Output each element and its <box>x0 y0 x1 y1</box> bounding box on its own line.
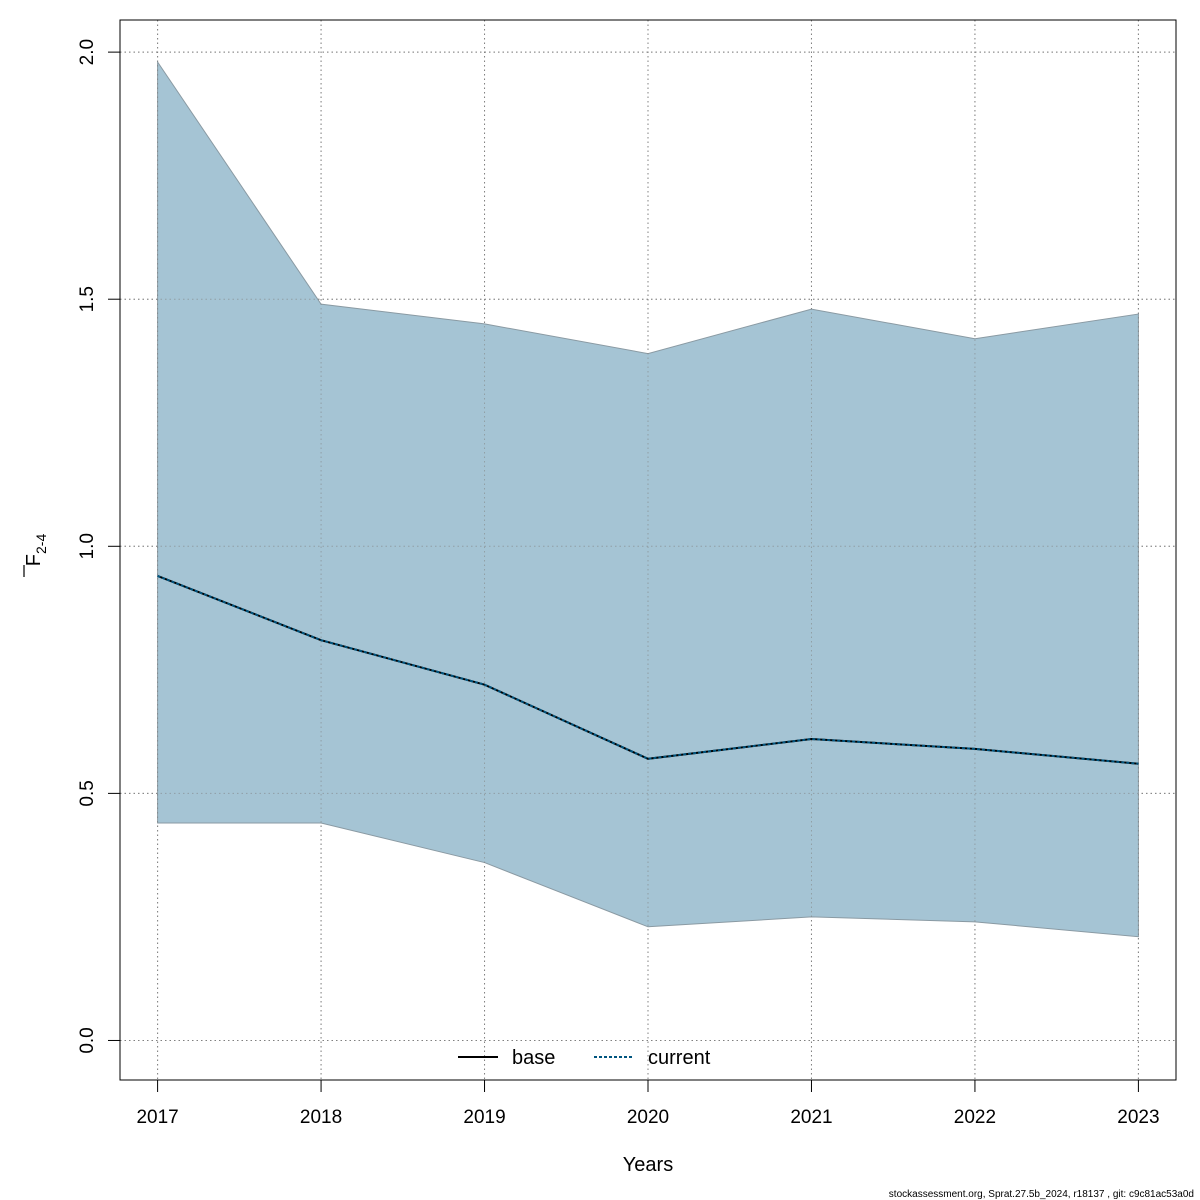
footer-credit: stockassessment.org, Sprat.27.5b_2024, r… <box>889 1189 1194 1200</box>
y-tick-label-0.0: 0.0 <box>77 1027 98 1053</box>
x-tick-label-2021: 2021 <box>790 1107 832 1128</box>
x-axis-title: Years <box>623 1154 673 1176</box>
y-tick-label-0.5: 0.5 <box>77 780 98 806</box>
x-tick-label-2022: 2022 <box>954 1107 996 1128</box>
series-line-current <box>157 575 1139 765</box>
legend-label-current: current <box>648 1047 711 1069</box>
y-tick-label-1.0: 1.0 <box>77 533 98 559</box>
y-axis-title-sub: 2-4 <box>33 534 49 554</box>
x-tick-label-2017: 2017 <box>136 1107 178 1128</box>
y-axis-title: F2-4 <box>23 534 49 577</box>
y-axis-title-main: F <box>23 554 45 566</box>
grid-overlay-layer <box>120 20 1176 1080</box>
y-tick-label-2.0: 2.0 <box>77 39 98 65</box>
x-tick-label-2018: 2018 <box>300 1107 342 1128</box>
x-tick-label-2019: 2019 <box>463 1107 505 1128</box>
confidence-band-layer <box>157 60 1139 938</box>
x-tick-label-2020: 2020 <box>627 1107 669 1128</box>
legend: base current <box>458 1047 711 1069</box>
y-tick-label-1.5: 1.5 <box>77 286 98 312</box>
svg-text:F2-4: F2-4 <box>23 534 49 567</box>
x-tick-label-2023: 2023 <box>1117 1107 1159 1128</box>
axis-layer: 2017 2018 2019 2020 2021 2022 2023 0.0 0.5 1.0 1.5… <box>77 39 1160 1128</box>
confidence-band <box>157 60 1139 938</box>
series-layer <box>157 575 1139 765</box>
legend-label-base: base <box>512 1047 555 1069</box>
